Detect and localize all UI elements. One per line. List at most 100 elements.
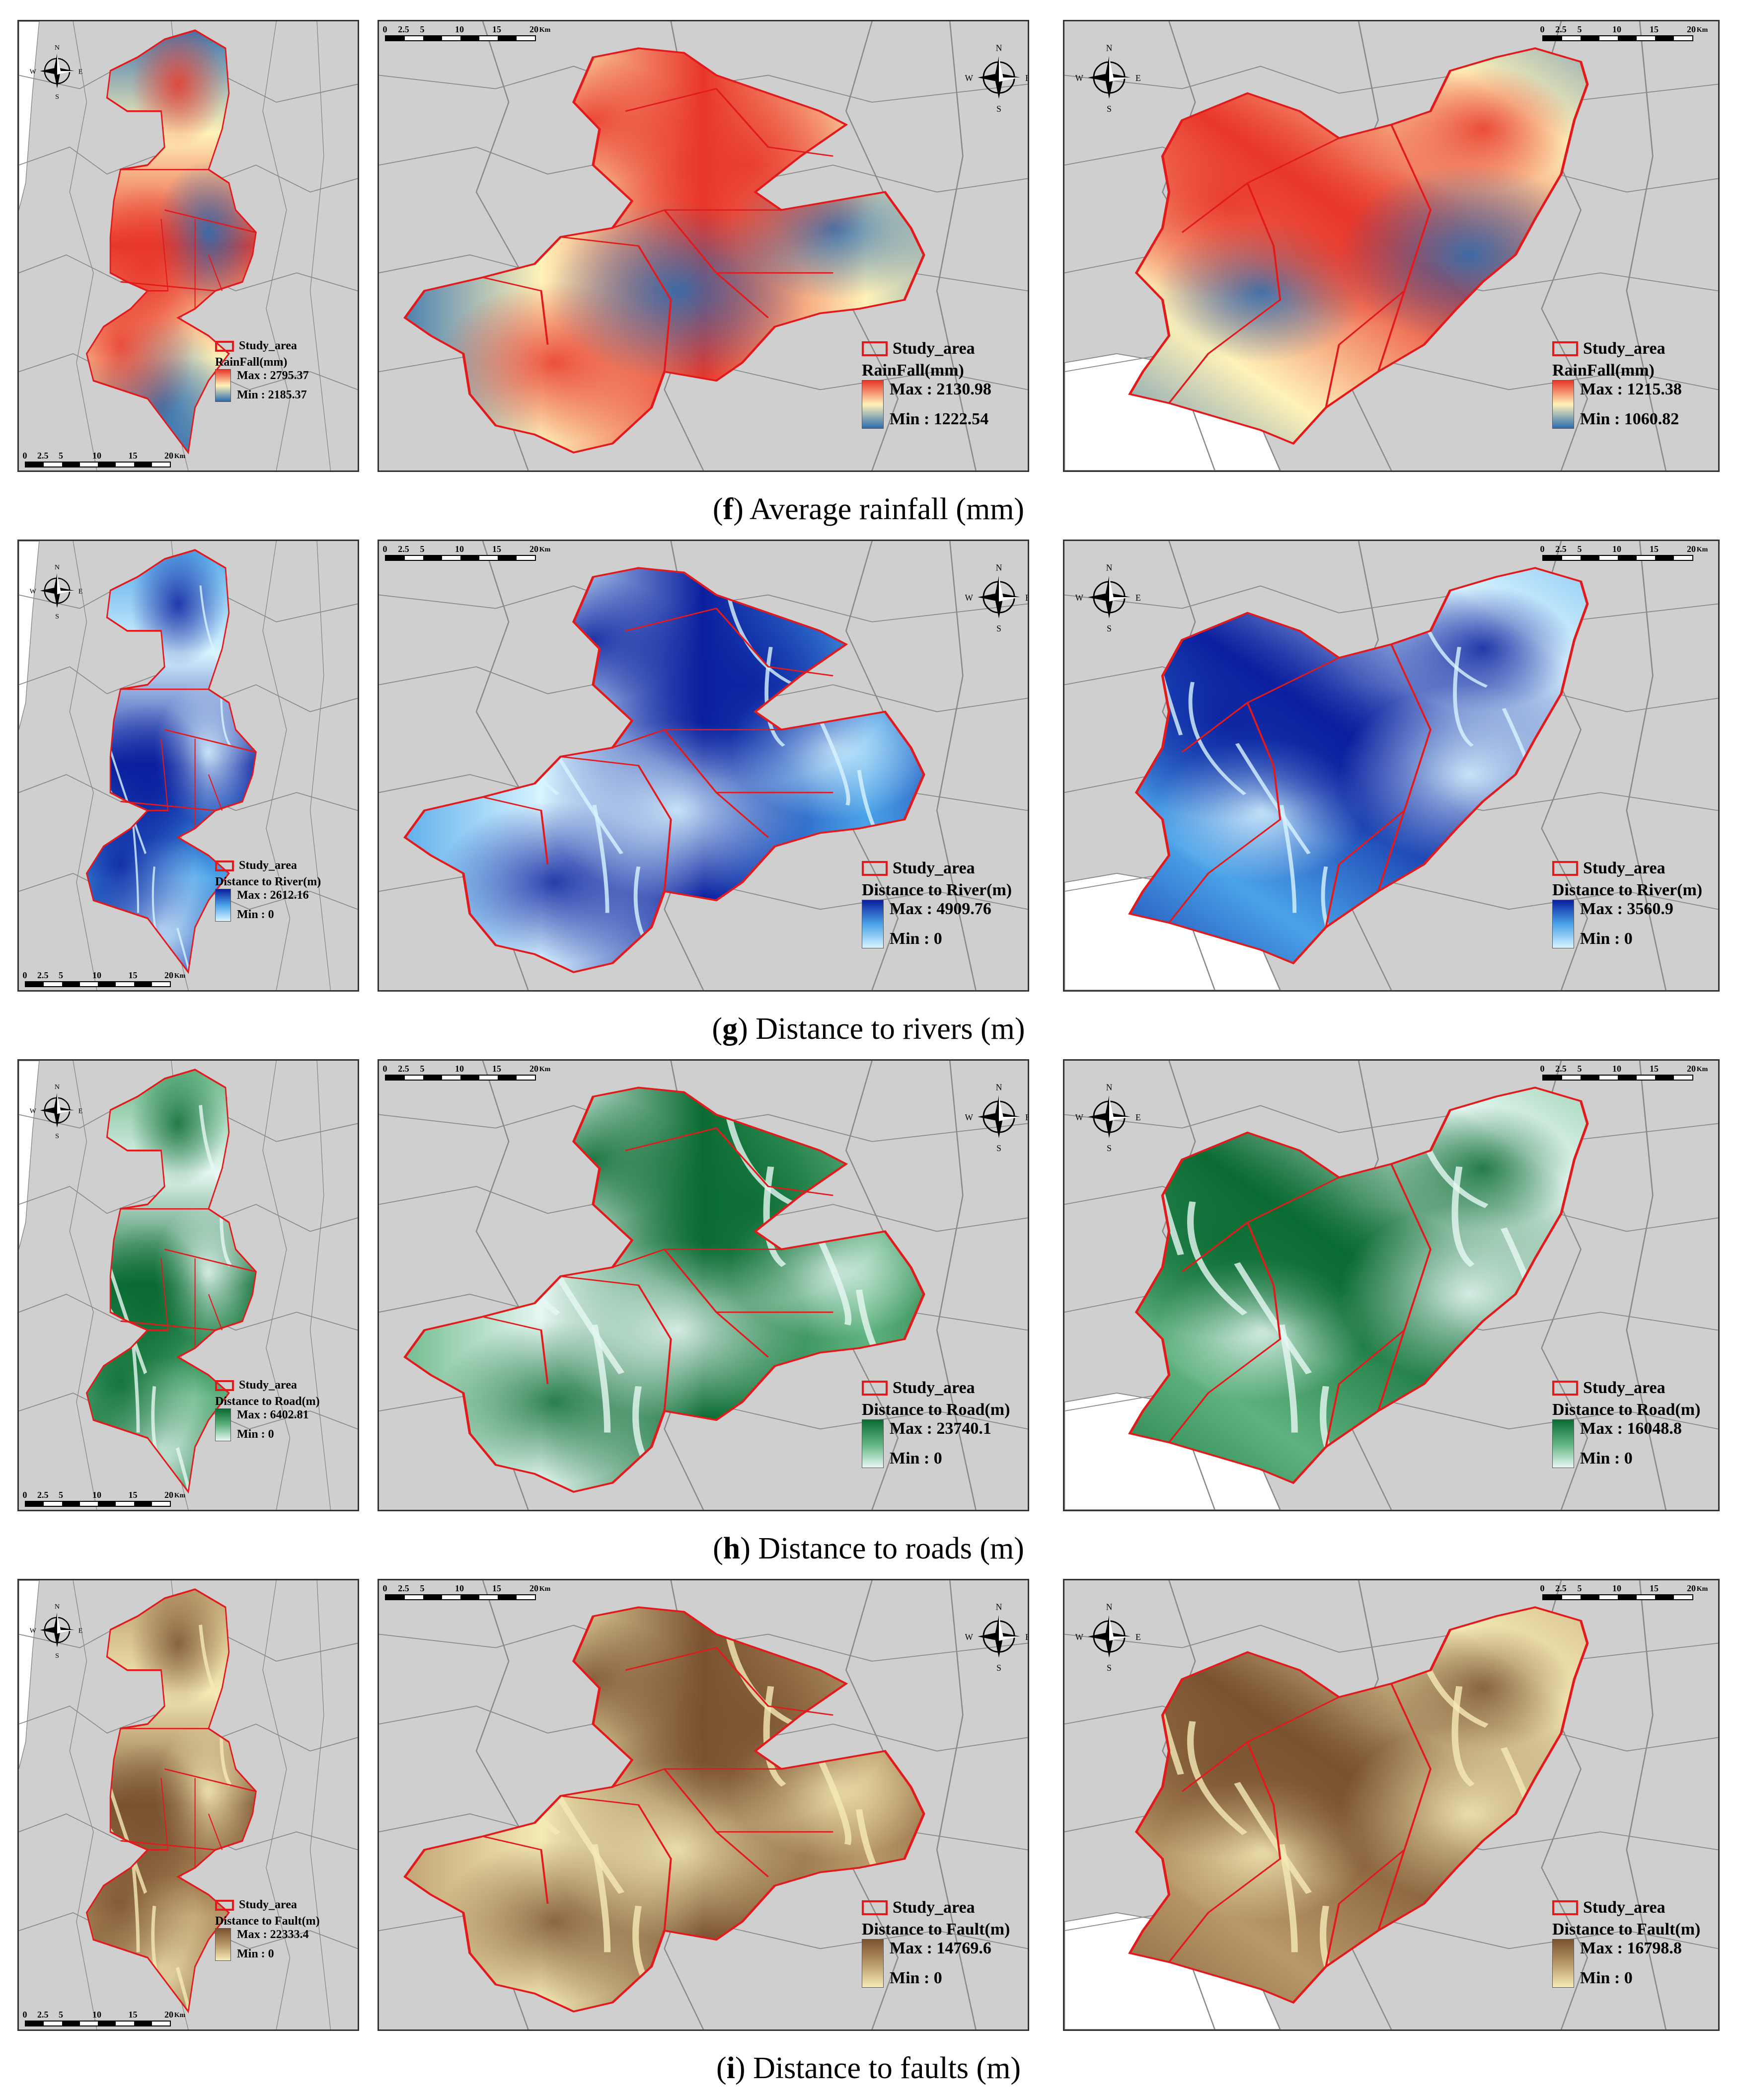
scale-tick-label: 2.5 [398, 544, 409, 554]
compass-label-s: S [996, 1663, 1001, 1673]
study-area-swatch [215, 860, 234, 871]
study-area-outline [85, 29, 257, 455]
scale-bar: 0 2.5 5 10 15 20 Km [382, 24, 551, 41]
study-area-label: Study_area [239, 859, 297, 872]
scale-tick-label: 20 [529, 1064, 538, 1074]
study-area-swatch [862, 1900, 888, 1915]
compass-label-e: E [1025, 593, 1029, 603]
legend-color-ramp [215, 1408, 231, 1441]
scale-tick-label: 10 [92, 2010, 101, 2020]
study-area-outline [403, 47, 925, 454]
scale-bar: 0 2.5 5 10 15 20 Km [22, 451, 186, 467]
north-arrow-icon: N S E W [965, 1081, 1028, 1153]
scale-tick-label: 5 [420, 24, 425, 34]
scale-tick-label: 0 [1540, 544, 1545, 554]
scale-tick-label: 10 [1612, 1064, 1621, 1074]
study-area-label: Study_area [239, 1379, 297, 1392]
compass-label-w: W [965, 73, 974, 83]
map-panel-h-3: N S E W 0 2.5 5 10 15 20 Km Study_area Distance to R… [1063, 1059, 1720, 1511]
scale-unit: Km [539, 1066, 551, 1073]
scale-tick-label: 0 [382, 1064, 387, 1074]
scale-tick-label: 15 [128, 451, 138, 461]
legend-min-label: Min : 0 [1580, 930, 1633, 948]
scale-unit: Km [1696, 1585, 1708, 1593]
study-area-outline [1128, 567, 1589, 965]
scale-tick-label: 15 [492, 1583, 501, 1593]
scale-bar: 0 2.5 5 10 15 20 Km [1539, 1583, 1708, 1600]
scale-bar: 0 2.5 5 10 15 20 Km [22, 2010, 186, 2026]
scale-tick-label: 2.5 [398, 24, 409, 34]
scale-tick-label: 0 [22, 970, 27, 980]
legend-max-label: Max : 1215.38 [1580, 380, 1682, 398]
legend-color-ramp [1552, 1419, 1574, 1468]
compass-label-e: E [78, 68, 83, 76]
caption-text: Distance to rivers (m) [755, 1012, 1025, 1046]
scale-tick-label: 15 [1650, 544, 1659, 554]
scale-tick-label: 2.5 [37, 1490, 49, 1500]
scale-tick-label: 0 [382, 1583, 387, 1593]
legend-title: Distance to River(m) [1552, 881, 1703, 899]
scale-tick-label: 5 [420, 544, 425, 554]
caption-text: Distance to faults (m) [753, 2051, 1021, 2085]
scale-tick-label: 0 [1540, 1583, 1545, 1593]
legend-title: Distance to River(m) [862, 881, 1012, 899]
compass-label-w: W [1075, 73, 1084, 83]
legend-max-label: Max : 14769.6 [890, 1939, 991, 1957]
scale-tick-label: 5 [59, 1490, 63, 1500]
caption-letter: f [723, 492, 734, 526]
scale-tick-label: 10 [455, 544, 464, 554]
legend-min-label: Min : 0 [890, 930, 942, 948]
scale-tick-label: 20 [1687, 544, 1696, 554]
legend-color-ramp [215, 1928, 231, 1961]
legend-max-label: Max : 16798.8 [1580, 1939, 1682, 1957]
legend-color-ramp [215, 369, 231, 402]
legend-max-label: Max : 4909.76 [890, 900, 991, 918]
study-area-label: Study_area [893, 859, 975, 877]
compass-label-w: W [965, 1112, 974, 1122]
north-arrow-icon: N S E W [1075, 1600, 1143, 1673]
compass-label-e: E [1025, 1632, 1029, 1642]
scale-unit: Km [174, 2012, 186, 2019]
compass-label-e: E [78, 588, 83, 596]
scale-tick-label: 15 [492, 1064, 501, 1074]
legend-min-label: Min : 1222.54 [890, 410, 989, 428]
sub-district-boundaries [482, 1127, 833, 1411]
study-area-outline [1128, 1087, 1589, 1484]
compass-label-s: S [996, 104, 1001, 114]
study-area-label: Study_area [1583, 859, 1665, 877]
legend-color-ramp [862, 1419, 884, 1468]
map-canvas [379, 1580, 1028, 2029]
sub-district-boundaries [120, 688, 256, 829]
sub-district-boundaries [1168, 644, 1432, 928]
scale-tick-label: 2.5 [1555, 544, 1567, 554]
scale-tick-label: 5 [59, 2010, 63, 2020]
legend-color-ramp [215, 889, 231, 922]
compass-label-n: N [1106, 43, 1113, 53]
scale-tick-label: 0 [1540, 24, 1545, 34]
scale-unit: Km [539, 1585, 551, 1593]
legend-max-label: Max : 3560.9 [1580, 900, 1673, 918]
compass-label-s: S [996, 1143, 1001, 1153]
scale-tick-label: 5 [59, 451, 63, 461]
compass-label-e: E [78, 1627, 83, 1635]
scale-tick-label: 5 [59, 970, 63, 980]
scale-tick-label: 15 [1650, 1583, 1659, 1593]
compass-label-e: E [78, 1107, 83, 1115]
study-area-swatch [1552, 1381, 1578, 1396]
legend-color-ramp [862, 380, 884, 429]
scale-unit: Km [1696, 1066, 1708, 1073]
scale-tick-label: 0 [1540, 1064, 1545, 1074]
study-area-label: Study_area [893, 1379, 975, 1397]
compass-label-s: S [1107, 1663, 1112, 1673]
compass-label-n: N [1106, 1083, 1113, 1092]
study-area-label: Study_area [239, 339, 297, 352]
scale-bar: 0 2.5 5 10 15 20 Km [1539, 24, 1708, 41]
compass-label-s: S [55, 1652, 59, 1660]
map-canvas [19, 541, 358, 990]
scale-tick-label: 2.5 [398, 1583, 409, 1593]
study-area-swatch [1552, 341, 1578, 356]
caption-text: Average rainfall (mm) [749, 492, 1025, 526]
compass-label-n: N [1106, 1602, 1113, 1612]
legend-min-label: Min : 2185.37 [237, 389, 307, 401]
